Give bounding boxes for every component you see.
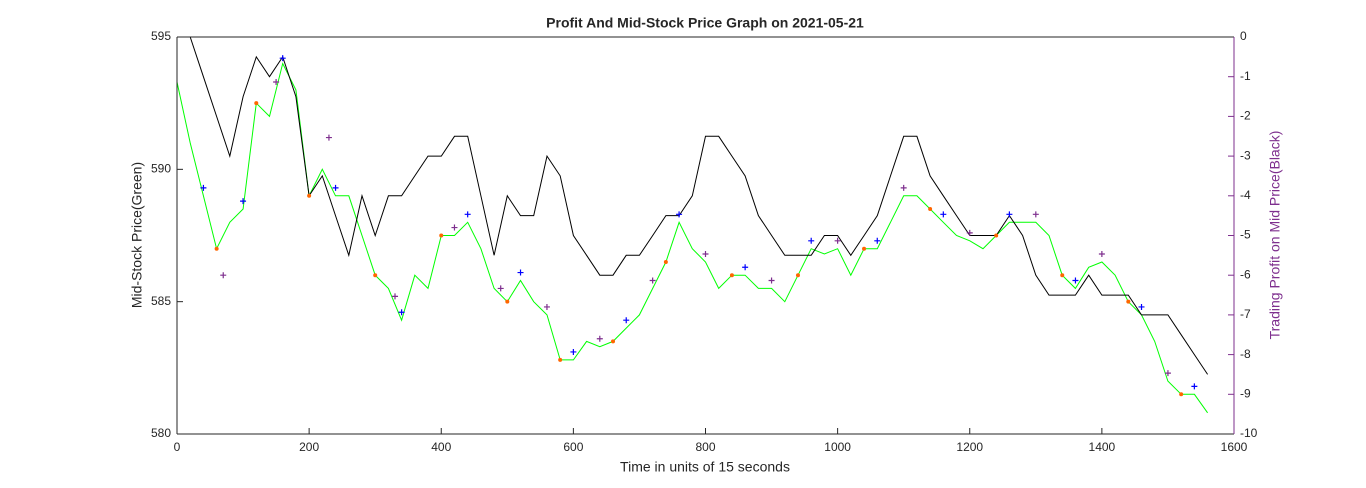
marker-plus — [497, 285, 504, 292]
marker-plus — [676, 211, 683, 218]
marker-dot — [505, 299, 510, 304]
marker-plus — [596, 335, 603, 342]
marker-dot — [994, 233, 999, 238]
marker-dot — [862, 246, 867, 251]
marker-plus — [279, 55, 286, 62]
marker-plus — [392, 293, 399, 300]
marker-dot — [254, 101, 259, 106]
x-tick-label: 1000 — [824, 440, 851, 454]
marker-plus — [768, 277, 775, 284]
x-axis-label: Time in units of 15 seconds — [620, 459, 790, 475]
marker-dot — [307, 193, 312, 198]
series-line — [177, 36, 1209, 375]
marker-plus — [1191, 383, 1198, 390]
marker-plus — [464, 211, 471, 218]
marker-plus — [451, 224, 458, 231]
marker-plus — [273, 78, 280, 85]
marker-plus — [874, 237, 881, 244]
y2-tick-label: -8 — [1240, 347, 1251, 361]
marker-plus — [1138, 303, 1145, 310]
y2-tick-label: -10 — [1240, 426, 1258, 440]
x-tick-label: 1400 — [1089, 440, 1116, 454]
x-tick-label: 1600 — [1221, 440, 1248, 454]
marker-dot — [1179, 392, 1184, 397]
y-tick-label: 585 — [151, 294, 171, 308]
marker-plus — [543, 303, 550, 310]
x-tick-label: 0 — [174, 440, 181, 454]
y-tick-label: 590 — [151, 162, 171, 176]
y-tick-label: 580 — [151, 426, 171, 440]
marker-plus — [517, 269, 524, 276]
marker-plus — [220, 272, 227, 279]
marker-dot — [558, 357, 563, 362]
marker-plus — [1164, 370, 1171, 377]
marker-plus — [900, 184, 907, 191]
marker-plus — [570, 348, 577, 355]
x-tick-label: 600 — [563, 440, 583, 454]
y-axis-label: Mid-Stock Price(Green) — [129, 162, 145, 308]
marker-plus — [1032, 211, 1039, 218]
marker-dot — [663, 259, 668, 264]
x-tick-label: 1200 — [956, 440, 983, 454]
marker-plus — [1098, 251, 1105, 258]
y2-tick-label: 0 — [1240, 29, 1247, 43]
marker-plus — [808, 237, 815, 244]
marker-dot — [928, 207, 933, 212]
y2-tick-label: -5 — [1240, 228, 1251, 242]
marker-plus — [240, 198, 247, 205]
marker-plus — [325, 134, 332, 141]
x-tick-label: 800 — [695, 440, 715, 454]
y2-tick-label: -2 — [1240, 109, 1251, 123]
marker-plus — [1006, 211, 1013, 218]
marker-plus — [1072, 277, 1079, 284]
marker-plus — [834, 237, 841, 244]
marker-dot — [729, 273, 734, 278]
marker-plus — [702, 251, 709, 258]
y2-tick-label: -6 — [1240, 267, 1251, 281]
marker-dot — [795, 273, 800, 278]
marker-dot — [373, 273, 378, 278]
marker-plus — [200, 184, 207, 191]
y2-tick-label: -3 — [1240, 148, 1251, 162]
marker-dot — [439, 233, 444, 238]
marker-plus — [649, 277, 656, 284]
marker-plus — [623, 317, 630, 324]
x-tick-label: 400 — [431, 440, 451, 454]
y2-tick-label: -9 — [1240, 386, 1251, 400]
y2-tick-label: -1 — [1240, 69, 1251, 83]
marker-plus — [332, 184, 339, 191]
marker-dot — [611, 339, 616, 344]
marker-plus — [398, 309, 405, 316]
marker-dot — [1126, 299, 1131, 304]
marker-dot — [214, 246, 219, 251]
series-line — [176, 62, 1209, 414]
y2-tick-label: -7 — [1240, 307, 1251, 321]
y2-tick-label: -4 — [1240, 188, 1251, 202]
chart-title: Profit And Mid-Stock Price Graph on 2021… — [546, 15, 864, 31]
marker-dot — [1060, 273, 1065, 278]
marker-plus — [966, 229, 973, 236]
y-tick-label: 595 — [151, 29, 171, 43]
x-tick-label: 200 — [299, 440, 319, 454]
marker-plus — [940, 211, 947, 218]
marker-plus — [742, 264, 749, 271]
y2-axis-label: Trading Profit on Mid Price(Black) — [1267, 131, 1283, 340]
